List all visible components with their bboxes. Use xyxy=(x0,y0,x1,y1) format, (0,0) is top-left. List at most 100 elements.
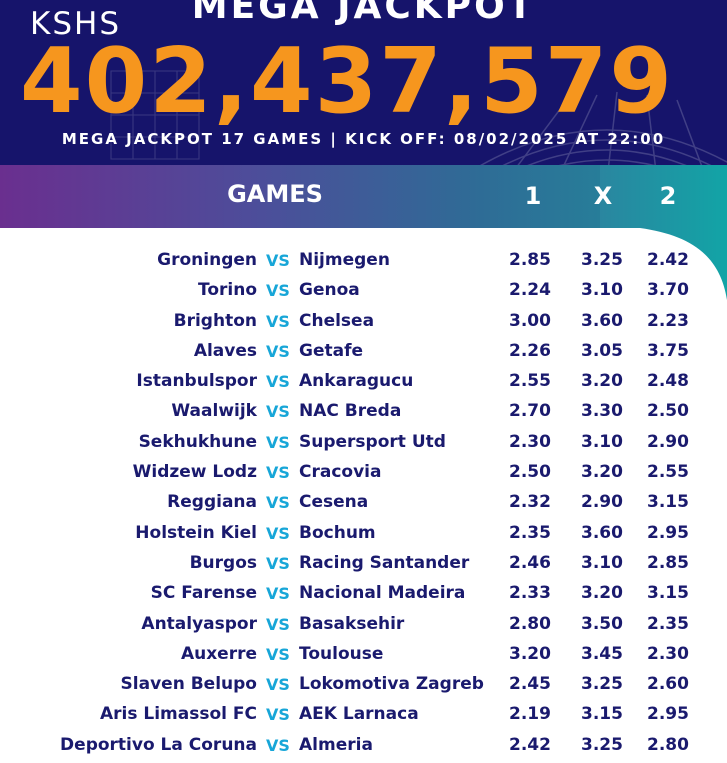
vs-label: VS xyxy=(266,614,290,634)
match-row: Slaven Belupo VS Lokomotiva Zagreb 2.45 3.25… xyxy=(0,670,727,700)
vs-label: VS xyxy=(266,675,290,695)
home-team: Brighton xyxy=(173,310,257,331)
odd-draw: 3.10 xyxy=(581,431,623,452)
odd-away: 2.48 xyxy=(647,371,689,392)
vs-label: VS xyxy=(266,281,290,301)
away-team: Nijmegen xyxy=(299,250,390,270)
home-team: Alaves xyxy=(193,340,257,361)
odd-away: 2.90 xyxy=(647,431,689,452)
jackpot-subtitle: MEGA JACKPOT 17 GAMES | KICK OFF: 08/02/… xyxy=(61,130,666,148)
odd-draw: 3.50 xyxy=(581,613,623,634)
home-team: Slaven Belupo xyxy=(120,674,257,695)
match-row: Sekhukhune VS Supersport Utd 2.30 3.10 2.90 xyxy=(0,428,727,458)
odd-home: 2.30 xyxy=(509,431,551,452)
page-title: MEGA JACKPOT xyxy=(191,0,536,27)
odd-away: 3.15 xyxy=(647,583,689,604)
odd-draw: 3.20 xyxy=(581,371,623,392)
odd-away: 3.75 xyxy=(647,340,689,361)
away-team: Supersport Utd xyxy=(299,431,446,452)
odd-home: 2.26 xyxy=(509,340,551,361)
home-team: Antalyaspor xyxy=(141,613,257,634)
odd-away: 2.50 xyxy=(647,401,689,422)
away-team: Basaksehir xyxy=(299,613,405,634)
odd-away: 2.23 xyxy=(647,310,689,331)
match-row: Istanbulspor VS Ankaragucu 2.55 3.20 2.48 xyxy=(0,367,727,397)
vs-label: VS xyxy=(266,735,290,755)
odd-home: 2.46 xyxy=(509,552,551,573)
odd-draw: 3.10 xyxy=(581,552,623,573)
away-team: AEK Larnaca xyxy=(299,704,419,725)
matches-list: Groningen VS Nijmegen 2.85 3.25 2.42 Torino VS G… xyxy=(0,246,727,761)
home-team: Widzew Lodz xyxy=(132,462,257,483)
odd-home: 2.33 xyxy=(509,583,551,604)
home-team: Auxerre xyxy=(180,643,257,664)
odd-away: 2.95 xyxy=(647,522,689,543)
odd-home: 2.80 xyxy=(509,613,551,634)
vs-label: VS xyxy=(266,463,290,483)
vs-label: VS xyxy=(266,584,290,604)
odd-home: 2.45 xyxy=(509,674,551,695)
stadium-graphic xyxy=(480,91,727,165)
away-team: Genoa xyxy=(299,280,360,301)
home-team: Sekhukhune xyxy=(138,431,257,452)
odd-home: 2.55 xyxy=(509,371,551,392)
vs-label: VS xyxy=(266,251,290,270)
jackpot-amount: 402,437,579 xyxy=(20,29,674,134)
odd-home: 3.20 xyxy=(509,643,551,664)
currency-label: KSHS xyxy=(30,6,121,42)
home-team: Deportivo La Coruna xyxy=(60,734,257,755)
away-team: NAC Breda xyxy=(299,401,402,422)
home-team: Holstein Kiel xyxy=(135,522,257,543)
vs-label: VS xyxy=(266,553,290,573)
away-team: Getafe xyxy=(299,340,364,361)
odd-home: 2.85 xyxy=(509,250,551,270)
away-team: Ankaragucu xyxy=(299,371,414,392)
match-row: SC Farense VS Nacional Madeira 2.33 3.20 3.15 xyxy=(0,579,727,609)
match-row: Deportivo La Coruna VS Almeria 2.42 3.25 2.80 xyxy=(0,731,727,761)
vs-label: VS xyxy=(266,644,290,664)
vs-label: VS xyxy=(266,705,290,725)
match-row: Widzew Lodz VS Cracovia 2.50 3.20 2.55 xyxy=(0,458,727,488)
goal-net-graphic xyxy=(110,70,200,160)
odd-draw: 3.45 xyxy=(581,643,623,664)
odd-draw: 3.25 xyxy=(581,734,623,755)
odd-away: 2.95 xyxy=(647,704,689,725)
odd-away: 2.30 xyxy=(647,643,689,664)
home-team: Groningen xyxy=(157,250,257,270)
odd-home: 2.32 xyxy=(509,492,551,513)
match-row: Brighton VS Chelsea 3.00 3.60 2.23 xyxy=(0,307,727,337)
home-team: Burgos xyxy=(189,552,257,573)
match-row: Reggiana VS Cesena 2.32 2.90 3.15 xyxy=(0,488,727,518)
odd-draw: 3.20 xyxy=(581,462,623,483)
odd-away: 2.60 xyxy=(647,674,689,695)
away-team: Cesena xyxy=(299,492,369,513)
away-team: Nacional Madeira xyxy=(299,583,466,604)
odd-home: 2.70 xyxy=(509,401,551,422)
home-team: SC Farense xyxy=(150,583,257,604)
odd-away: 2.42 xyxy=(647,250,689,270)
match-row: Antalyaspor VS Basaksehir 2.80 3.50 2.35 xyxy=(0,610,727,640)
odd-away: 2.35 xyxy=(647,613,689,634)
odd-draw: 2.90 xyxy=(581,492,623,513)
match-row: Waalwijk VS NAC Breda 2.70 3.30 2.50 xyxy=(0,397,727,427)
odd-draw: 3.15 xyxy=(581,704,623,725)
odd-draw: 3.60 xyxy=(581,310,623,331)
odd-draw: 3.20 xyxy=(581,583,623,604)
odd-away: 3.15 xyxy=(647,492,689,513)
odd-home: 2.19 xyxy=(509,704,551,725)
vs-label: VS xyxy=(266,523,290,543)
odd-away: 2.85 xyxy=(647,552,689,573)
vs-label: VS xyxy=(266,311,290,331)
odd-draw: 3.25 xyxy=(581,250,623,270)
odd-draw: 3.10 xyxy=(581,280,623,301)
home-team: Istanbulspor xyxy=(136,371,257,392)
odd-draw: 3.60 xyxy=(581,522,623,543)
jackpot-header: MEGA JACKPOT KSHS 402,437,579 MEGA JACKP… xyxy=(0,0,727,165)
away-team: Racing Santander xyxy=(299,552,470,573)
vs-label: VS xyxy=(266,432,290,452)
match-row: Burgos VS Racing Santander 2.46 3.10 2.85 xyxy=(0,549,727,579)
away-team: Chelsea xyxy=(299,310,375,331)
odd-away: 2.80 xyxy=(647,734,689,755)
odd-home: 2.35 xyxy=(509,522,551,543)
games-column-header: GAMES xyxy=(227,180,323,208)
